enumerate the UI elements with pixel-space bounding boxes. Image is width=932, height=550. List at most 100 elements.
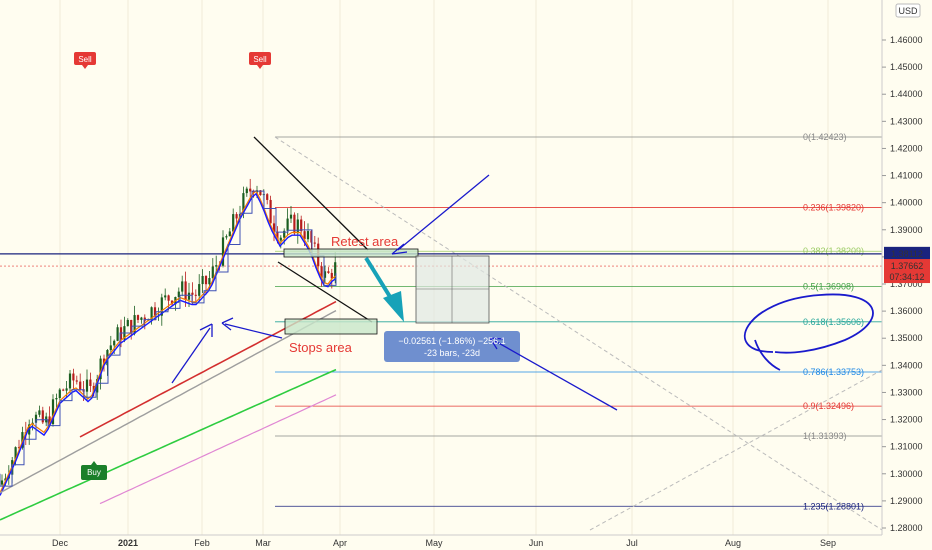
candle-body — [289, 214, 293, 219]
moving-averages — [0, 190, 337, 521]
candle-body — [245, 188, 248, 194]
measure-change-label: −0.02561 (−1.86%) −256.1 — [398, 336, 505, 346]
candle-body — [306, 231, 310, 240]
kijun-step-line — [0, 190, 337, 487]
time-tick-label: Mar — [255, 538, 271, 548]
time-tick-label: Feb — [194, 538, 210, 548]
candle-body — [259, 190, 262, 196]
price-tick-label: 1.42000 — [890, 143, 923, 153]
retest-area-label: Retest area — [331, 234, 399, 249]
candle-body — [320, 266, 323, 278]
price-tick-label: 1.43000 — [890, 116, 923, 126]
price-tick-label: 1.28000 — [890, 523, 923, 533]
current-price-label: 1.37662 — [891, 261, 924, 271]
time-tick-label: Sep — [820, 538, 836, 548]
candle-body — [0, 480, 4, 485]
candle-body — [191, 292, 194, 295]
price-tick-label: 1.29000 — [890, 496, 923, 506]
candle-body — [187, 292, 191, 300]
candle-body — [201, 275, 204, 285]
hand-ellipse — [743, 293, 874, 354]
candle-body — [296, 219, 299, 234]
time-axis[interactable]: Dec 2021 Feb Mar Apr May Jun Jul Aug Sep — [0, 534, 882, 548]
candle-body — [72, 373, 75, 381]
candle-body — [126, 319, 129, 327]
measure-tooltip — [384, 331, 520, 362]
candle-body — [211, 266, 214, 279]
signal-label: Sell — [78, 55, 92, 64]
fib-level-label: 0.618(1.35606) — [803, 317, 864, 327]
candle-body — [242, 193, 245, 214]
candle-body — [140, 317, 143, 320]
time-tick-label: Jun — [529, 538, 544, 548]
candle-body — [225, 236, 228, 238]
candle-body — [235, 214, 238, 219]
fib-level-label: 0.382(1.38209) — [803, 246, 864, 256]
currency-badge[interactable]: USD — [895, 3, 921, 18]
candle-body — [221, 237, 225, 266]
candle-body — [170, 300, 174, 305]
level-price-tag: 1.38112 — [884, 246, 930, 260]
candle-body — [198, 284, 201, 296]
level-price-label: 1.38112 — [891, 249, 923, 259]
candle-body — [116, 327, 119, 341]
candle-body — [286, 218, 289, 231]
candle-body — [48, 416, 51, 425]
time-tick-label: May — [425, 538, 443, 548]
sell-signal: Sell — [74, 52, 96, 69]
signal-label: Buy — [87, 468, 101, 477]
candle-body — [89, 379, 92, 386]
candle-body — [276, 231, 279, 241]
candle-body — [153, 307, 157, 316]
signal-label: Sell — [253, 55, 267, 64]
hand-arrow-left — [171, 327, 211, 384]
candle-body — [14, 447, 17, 461]
candle-body — [181, 281, 184, 292]
candle-body — [55, 398, 58, 400]
price-tick-label: 1.34000 — [890, 360, 923, 370]
stops-box — [284, 318, 378, 335]
candle-body — [303, 231, 306, 240]
candle-body — [300, 219, 303, 232]
fib-level-label: 0.5(1.36908) — [803, 281, 854, 291]
candle-body — [266, 194, 269, 200]
price-tick-label: 1.33000 — [890, 387, 923, 397]
wedge-lower-line — [277, 261, 373, 323]
candle-body — [293, 214, 296, 234]
time-tick-label: Aug — [725, 538, 741, 548]
price-tick-label: 1.45000 — [890, 62, 923, 72]
fib-trendline — [274, 136, 883, 531]
time-tick-label: 2021 — [118, 538, 138, 548]
candle-body — [167, 295, 170, 301]
candle-body — [79, 381, 82, 390]
buy-signal: Buy — [81, 461, 107, 480]
candle-body — [113, 340, 116, 346]
candle-body — [34, 414, 38, 423]
countdown-label: 07:34:12 — [889, 272, 924, 282]
candle-body — [68, 373, 72, 389]
candle-body — [327, 271, 330, 273]
candle-body — [252, 191, 255, 193]
candle-body — [310, 231, 313, 243]
time-tick-label: Apr — [333, 538, 347, 548]
candle-body — [313, 242, 316, 244]
candle-body — [283, 230, 286, 238]
ma-green — [0, 368, 337, 521]
price-tick-label: 1.41000 — [890, 171, 923, 181]
candle-body — [215, 265, 218, 267]
candle-body — [133, 315, 136, 334]
candle-body — [150, 307, 153, 321]
annotations: Sell Sell Buy Retest area Stops area −0.02561… — [74, 52, 506, 480]
candle-body — [96, 379, 99, 393]
price-axis[interactable]: 1.46000 1.45000 1.44000 1.43000 1.42000 1.410… — [881, 0, 932, 550]
candle-body — [160, 297, 163, 316]
price-tick-label: 1.44000 — [890, 89, 923, 99]
price-tick-label: 1.35000 — [890, 333, 923, 343]
price-tick-label: 1.30000 — [890, 469, 923, 479]
price-tick-label: 1.46000 — [890, 35, 923, 45]
time-tick-label: Dec — [52, 538, 69, 548]
price-tick-label: 1.31000 — [890, 442, 923, 452]
stops-area-label: Stops area — [289, 340, 353, 355]
ma-gray — [0, 309, 337, 494]
